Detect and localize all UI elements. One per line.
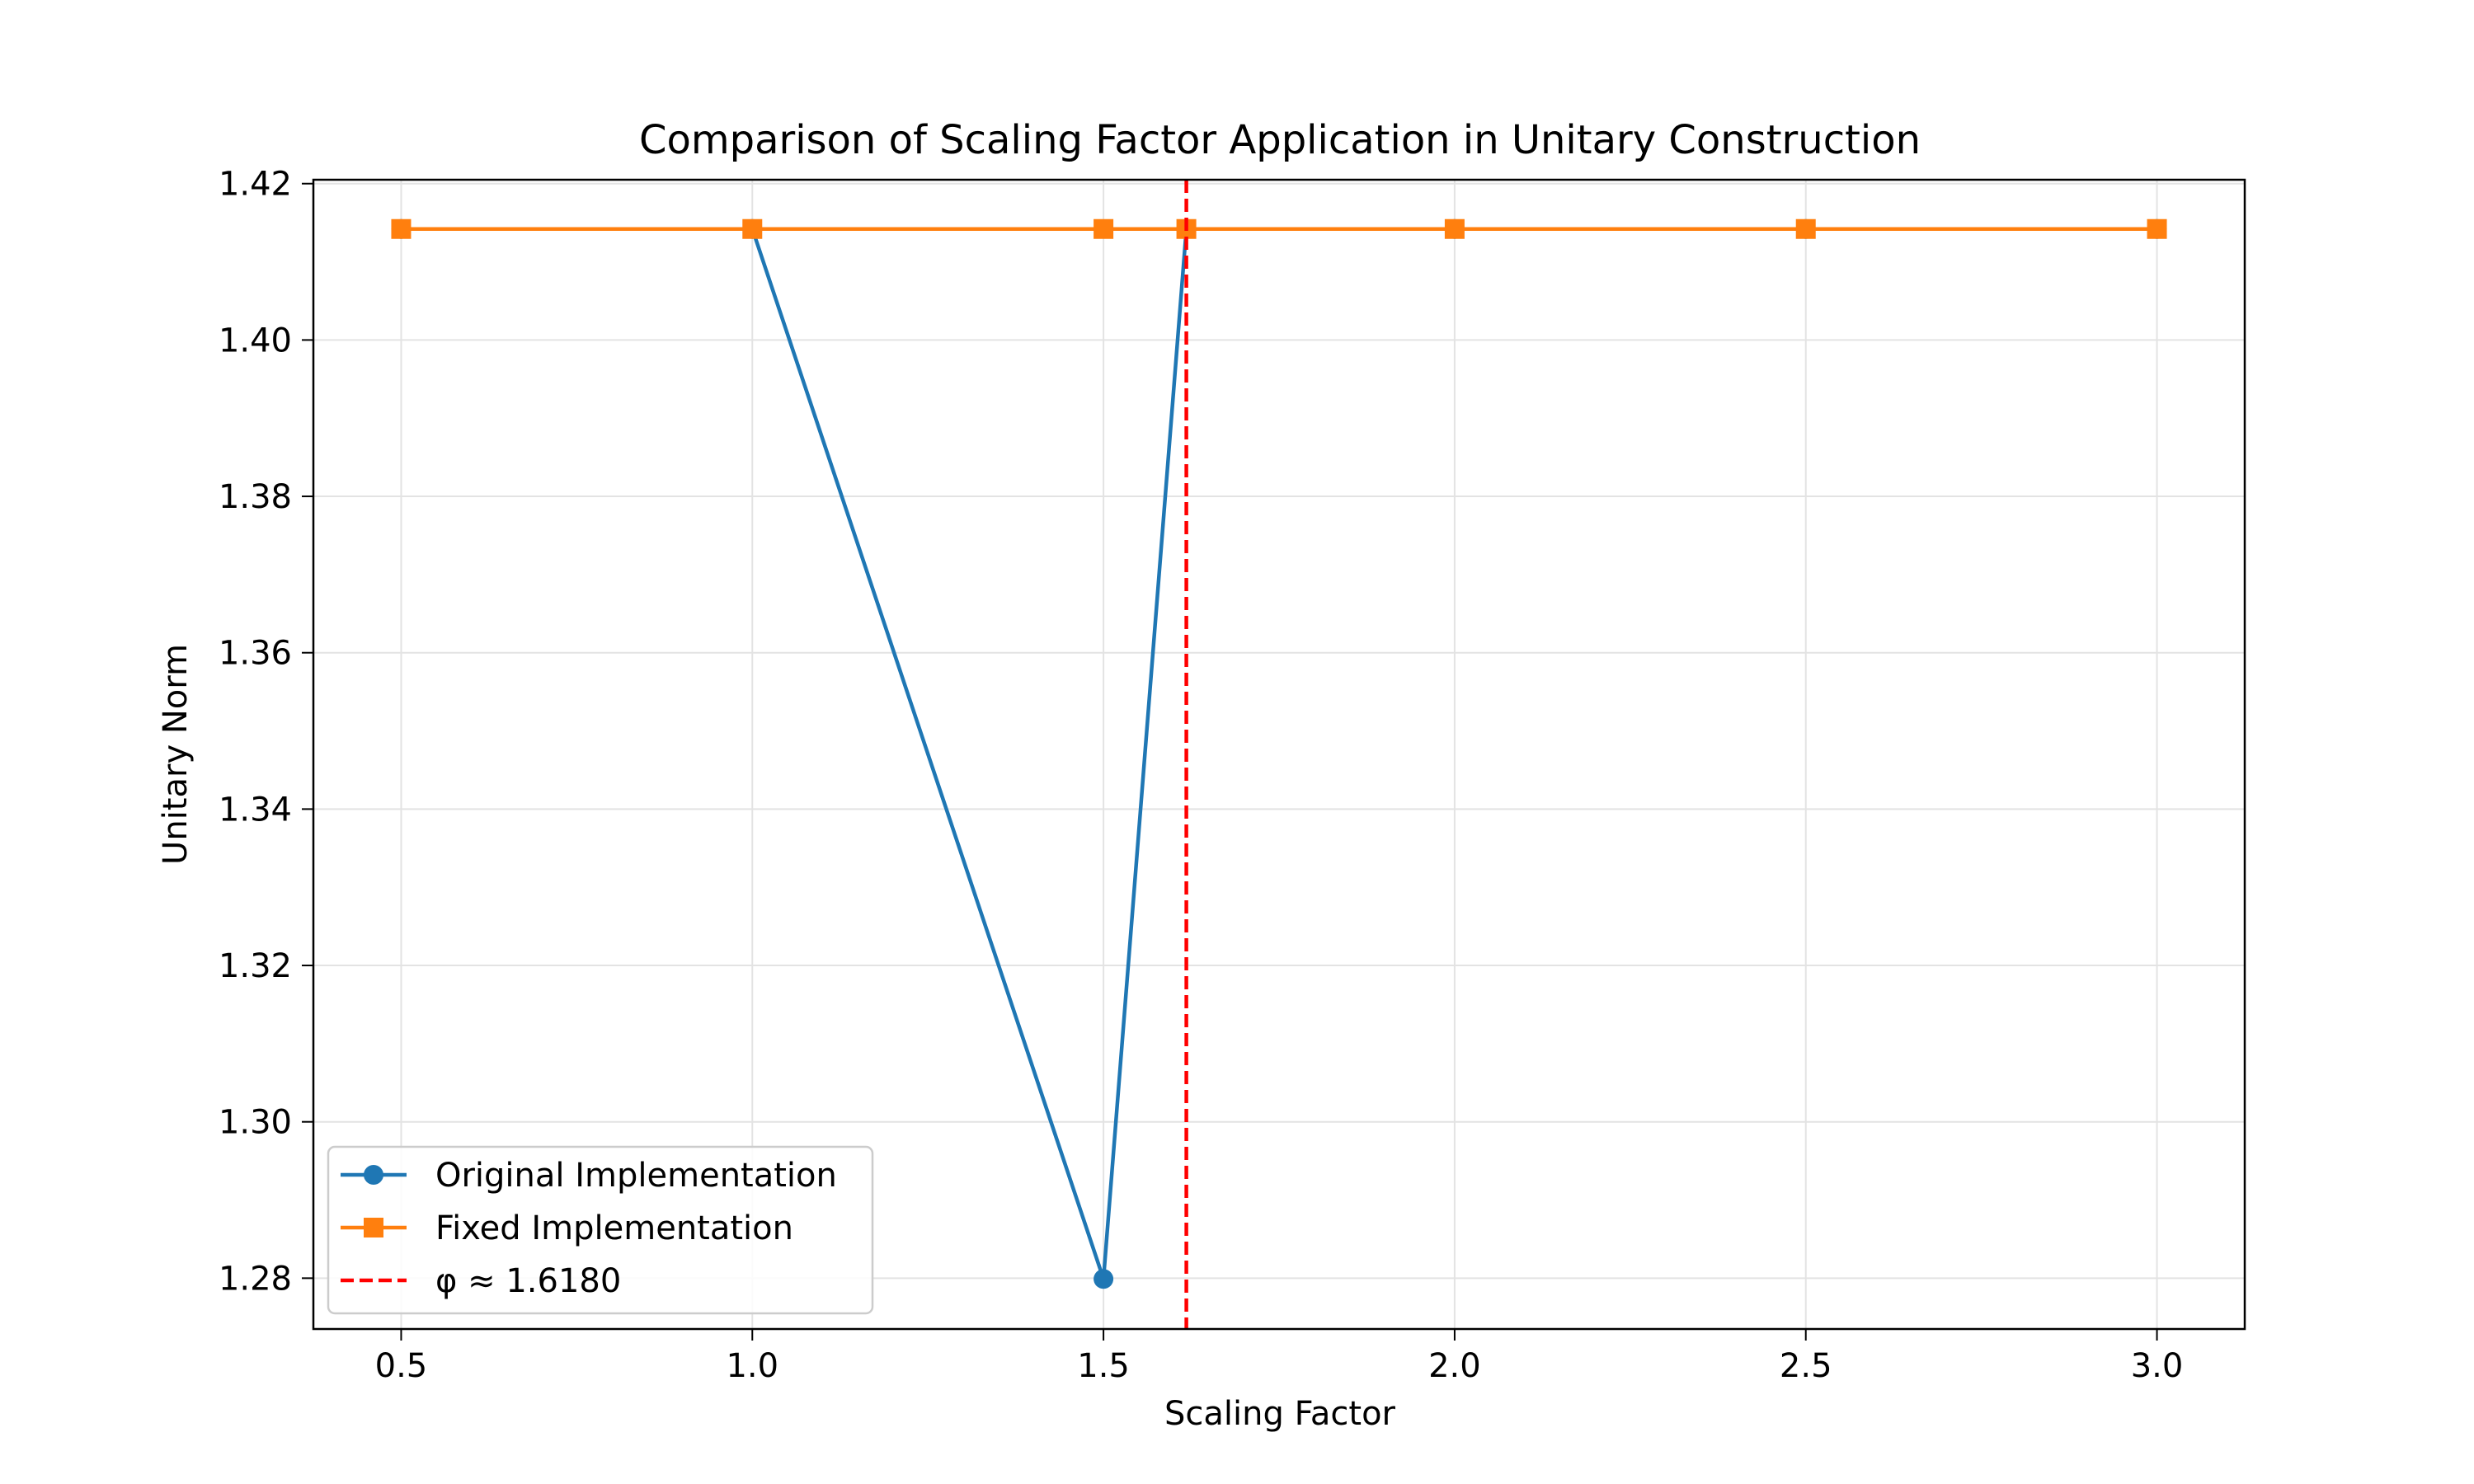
- legend-item-original: Original Implementation: [341, 1157, 837, 1195]
- x-axis-label: Scaling Factor: [1164, 1395, 1396, 1433]
- y-tick-label: 1.32: [219, 947, 292, 985]
- legend-item-fixed: Fixed Implementation: [341, 1209, 793, 1247]
- y-axis-label: Unitary Norm: [157, 644, 195, 865]
- data-point: [742, 218, 763, 239]
- y-tick-label: 1.42: [219, 166, 292, 204]
- legend-label-original: Original Implementation: [435, 1157, 837, 1195]
- data-point: [1795, 218, 1816, 239]
- x-tick-label: 0.5: [375, 1347, 428, 1385]
- series-layer: [391, 218, 2167, 1289]
- legend-marker-fixed: [364, 1218, 383, 1237]
- legend-label-phi: φ ≈ 1.6180: [435, 1262, 621, 1300]
- x-tick-label: 2.5: [1780, 1347, 1832, 1385]
- y-tick-label: 1.38: [219, 478, 292, 516]
- x-tick-label: 2.0: [1428, 1347, 1481, 1385]
- data-point: [2147, 218, 2167, 239]
- x-tick-label: 1.0: [726, 1347, 778, 1385]
- data-point: [1094, 1269, 1114, 1289]
- plot-frame: [312, 178, 2246, 1331]
- data-point: [1444, 218, 1465, 239]
- y-tick-label: 1.28: [219, 1260, 292, 1298]
- legend-label-fixed: Fixed Implementation: [435, 1209, 793, 1247]
- x-tick-label: 1.5: [1077, 1347, 1130, 1385]
- series-0: [391, 218, 2167, 1289]
- y-tick-label: 1.40: [219, 322, 292, 359]
- x-tick-label: 3.0: [2131, 1347, 2184, 1385]
- chart-title: Comparison of Scaling Factor Application…: [639, 117, 1921, 163]
- legend-box: [327, 1145, 874, 1315]
- legend: Original Implementation Fixed Implementa…: [327, 1145, 874, 1315]
- ticks-layer: 0.5 1.0 1.5 2.0 2.5 3.0 1.28 1.30 1.32 1.34 1.36 1.…: [219, 166, 2183, 1385]
- data-point: [1094, 218, 1114, 239]
- series-1: [391, 218, 2167, 239]
- y-tick-label: 1.36: [219, 635, 292, 673]
- y-tick-label: 1.34: [219, 791, 292, 829]
- grid-layer: [313, 180, 2245, 1329]
- data-point: [391, 218, 412, 239]
- legend-item-phi: φ ≈ 1.6180: [341, 1262, 621, 1300]
- y-tick-label: 1.30: [219, 1104, 292, 1142]
- legend-marker-original: [364, 1165, 383, 1185]
